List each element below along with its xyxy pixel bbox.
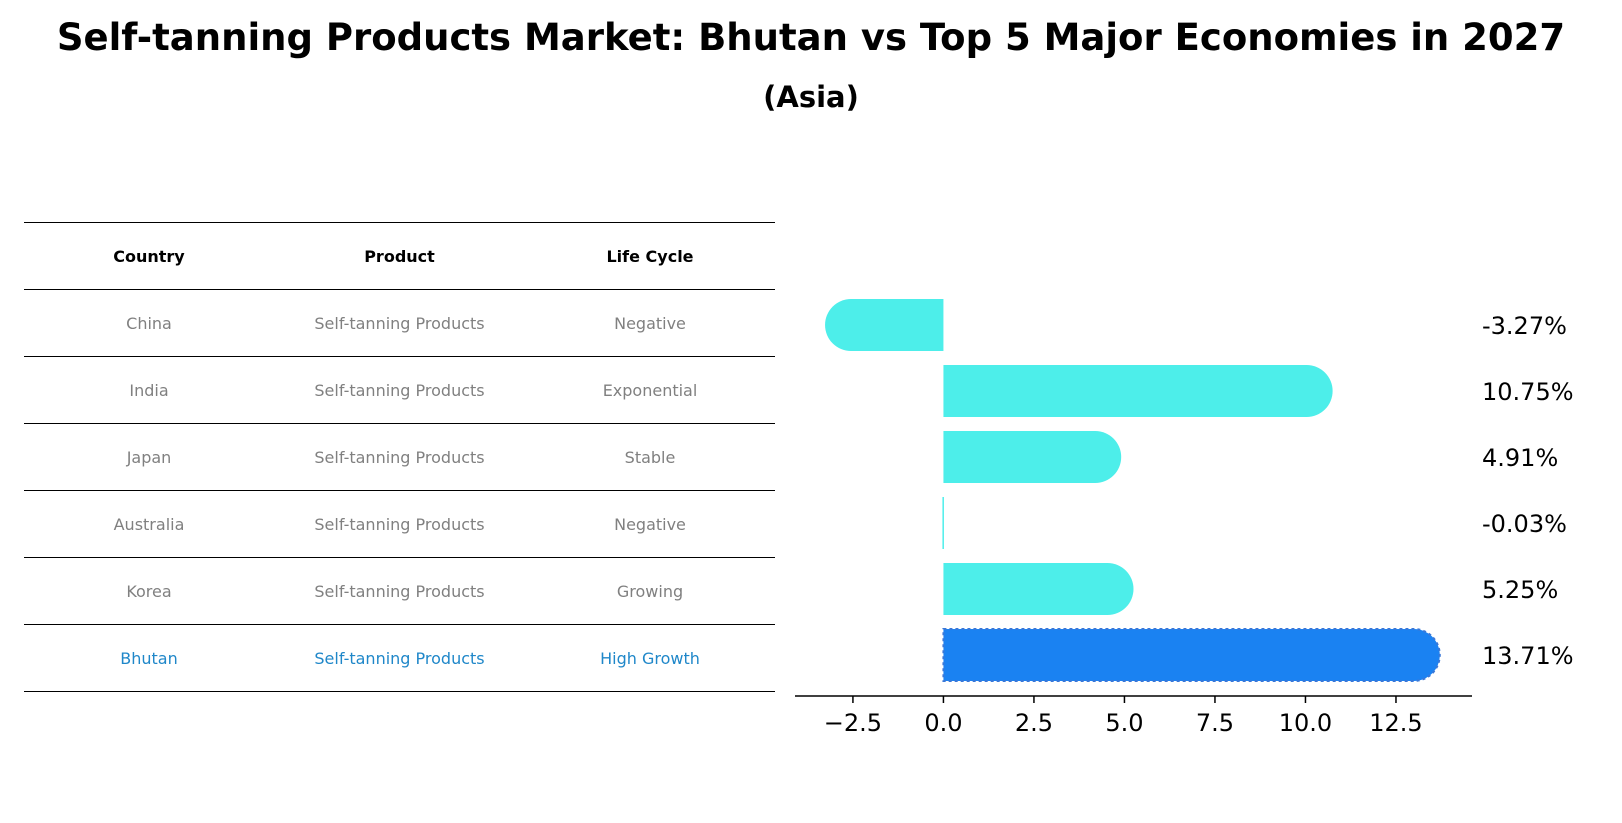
cell-country: Japan	[126, 447, 172, 467]
cell-product: Self-tanning Products	[314, 648, 485, 668]
cell-life-cycle: Growing	[616, 581, 684, 601]
table-row: Korea Self-tanning Products Growing	[24, 557, 775, 624]
x-tick-label: 5.0	[1105, 709, 1143, 737]
value-label-china: -3.27%	[1482, 312, 1567, 340]
chart-subtitle: (Asia)	[763, 80, 859, 114]
value-label-australia: -0.03%	[1482, 510, 1567, 538]
cell-country: Australia	[113, 514, 185, 534]
cell-life-cycle: High Growth	[600, 648, 700, 668]
value-label-japan: 4.91%	[1482, 444, 1558, 472]
chart-title: Self-tanning Products Market: Bhutan vs …	[56, 16, 1566, 59]
header-country: Country	[113, 246, 185, 266]
table-row: India Self-tanning Products Exponential	[24, 356, 775, 423]
x-tick-label: 10.0	[1279, 709, 1332, 737]
value-label-india: 10.75%	[1482, 378, 1574, 406]
table-row: Australia Self-tanning Products Negative	[24, 490, 775, 557]
cell-life-cycle: Stable	[624, 447, 676, 467]
table-row: China Self-tanning Products Negative	[24, 289, 775, 356]
bar-india	[943, 365, 1333, 417]
cell-country: Bhutan	[120, 648, 178, 668]
cell-country: Korea	[126, 581, 172, 601]
value-label-korea: 5.25%	[1482, 576, 1558, 604]
table-row-highlight: Bhutan Self-tanning Products High Growth	[24, 624, 775, 692]
cell-country: China	[126, 313, 172, 333]
bar-china	[825, 299, 944, 351]
table-row: Japan Self-tanning Products Stable	[24, 423, 775, 490]
cell-product: Self-tanning Products	[314, 380, 485, 400]
bar-bhutan	[942, 628, 1441, 682]
country-table: Country Product Life Cycle China Self-ta…	[24, 222, 775, 692]
x-tick-label: 7.5	[1196, 709, 1234, 737]
x-tick-label: −2.5	[824, 709, 882, 737]
table-header-row: Country Product Life Cycle	[24, 222, 775, 289]
cell-product: Self-tanning Products	[314, 581, 485, 601]
cell-life-cycle: Negative	[614, 514, 686, 534]
value-label-bhutan: 13.71%	[1482, 642, 1574, 670]
cell-product: Self-tanning Products	[314, 313, 485, 333]
header-life-cycle: Life Cycle	[606, 246, 694, 266]
x-tick-label: 2.5	[1015, 709, 1053, 737]
cell-life-cycle: Exponential	[602, 380, 698, 400]
bar-japan	[943, 431, 1122, 483]
bar-korea	[943, 563, 1134, 615]
cell-life-cycle: Negative	[614, 313, 686, 333]
cell-country: India	[129, 380, 169, 400]
cell-product: Self-tanning Products	[314, 447, 485, 467]
x-tick-label: 0.0	[924, 709, 962, 737]
header-product: Product	[364, 246, 435, 266]
x-tick-label: 12.5	[1369, 709, 1422, 737]
bar-australia	[942, 497, 944, 549]
cell-product: Self-tanning Products	[314, 514, 485, 534]
